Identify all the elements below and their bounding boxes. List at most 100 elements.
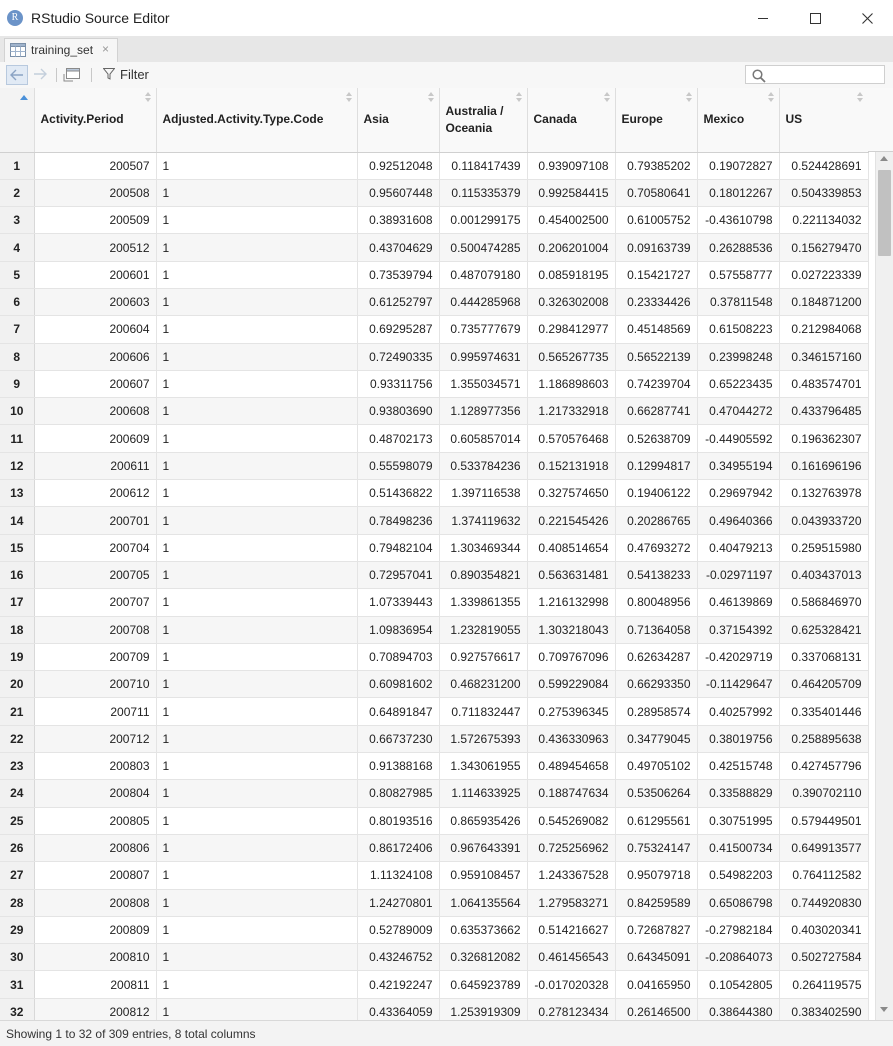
cell-mexico: 0.54982203 (697, 861, 780, 890)
maximize-button[interactable] (792, 0, 838, 36)
cell-asia: 0.38931608 (357, 206, 440, 235)
table-row: 30 200810 1 0.43246752 0.326812082 0.46145654… (0, 943, 869, 972)
cell-mexico: 0.57558777 (697, 261, 780, 289)
column-header[interactable]: Canada (527, 88, 616, 153)
cell-asia: 0.55598079 (357, 452, 440, 481)
cell-australia-oceania: 1.114633925 (439, 779, 528, 808)
cell-europe: 0.52638709 (615, 424, 698, 453)
cell-activity-period: 200604 (34, 315, 157, 344)
cell-canada: 0.085918195 (527, 261, 616, 289)
cell-asia: 0.64891847 (357, 697, 440, 726)
column-header-label: Europe (621, 112, 663, 127)
cell-us: 0.043933720 (779, 506, 869, 535)
close-window-button[interactable] (844, 0, 890, 36)
cell-asia: 0.48702173 (357, 424, 440, 453)
scrollbar-thumb[interactable] (878, 170, 891, 256)
cell-canada: 0.454002500 (527, 206, 616, 235)
row-number: 23 (0, 752, 35, 781)
column-header[interactable]: Australia / Oceania (439, 88, 528, 153)
column-header[interactable]: Activity.Period (34, 88, 157, 153)
cell-canada: 1.216132998 (527, 588, 616, 617)
row-number: 16 (0, 561, 35, 590)
cell-australia-oceania: 0.890354821 (439, 561, 528, 590)
show-in-new-window-icon[interactable] (62, 66, 82, 84)
scroll-up-icon[interactable] (880, 156, 888, 161)
column-header[interactable]: Europe (615, 88, 698, 153)
cell-adjusted-activity-type-code: 1 (156, 916, 358, 945)
cell-activity-period: 200711 (34, 697, 157, 726)
cell-europe: 0.79385202 (615, 152, 698, 180)
row-number: 10 (0, 397, 35, 426)
cell-adjusted-activity-type-code: 1 (156, 725, 358, 754)
row-number: 6 (0, 288, 35, 317)
row-number: 12 (0, 452, 35, 481)
filter-button[interactable]: Filter (120, 67, 149, 82)
cell-us: 0.259515980 (779, 534, 869, 562)
back-button[interactable] (6, 65, 28, 85)
cell-mexico: 0.49640366 (697, 506, 780, 535)
row-number: 15 (0, 534, 35, 562)
filter-icon[interactable] (103, 68, 115, 80)
cell-activity-period: 200709 (34, 643, 157, 672)
sort-icon (767, 92, 774, 102)
row-number: 5 (0, 261, 35, 289)
column-header[interactable]: US (779, 88, 869, 153)
cell-canada: 0.298412977 (527, 315, 616, 344)
cell-canada: 0.327574650 (527, 479, 616, 508)
cell-activity-period: 200705 (34, 561, 157, 590)
cell-us: 0.433796485 (779, 397, 869, 426)
arrow-left-icon (10, 69, 23, 81)
header-row: Activity.Period Adjusted.Activity.Type.C… (0, 88, 869, 153)
sort-icon (144, 92, 151, 102)
minimize-button[interactable] (740, 0, 786, 36)
cell-activity-period: 200509 (34, 206, 157, 235)
forward-button[interactable] (30, 65, 52, 85)
cell-us: 0.744920830 (779, 889, 869, 917)
cell-us: 0.427457796 (779, 752, 869, 781)
cell-australia-oceania: 0.711832447 (439, 697, 528, 726)
cell-activity-period: 200611 (34, 452, 157, 481)
cell-mexico: 0.38644380 (697, 998, 780, 1020)
table-row: 9 200607 1 0.93311756 1.355034571 1.186898603… (0, 370, 869, 399)
cell-europe: 0.04165950 (615, 970, 698, 999)
cell-europe: 0.61295561 (615, 807, 698, 835)
tab-close-icon[interactable]: × (102, 42, 110, 56)
column-header[interactable]: Adjusted.Activity.Type.Code (156, 88, 358, 153)
row-number: 18 (0, 616, 35, 644)
search-input[interactable] (745, 65, 885, 84)
cell-us: 0.502727584 (779, 943, 869, 972)
cell-mexico: -0.02971197 (697, 561, 780, 590)
vertical-scrollbar[interactable] (875, 152, 893, 1020)
cell-canada: 0.278123434 (527, 998, 616, 1020)
window-title-bar: R RStudio Source Editor (0, 0, 893, 36)
cell-activity-period: 200707 (34, 588, 157, 617)
cell-adjusted-activity-type-code: 1 (156, 479, 358, 508)
cell-asia: 0.43246752 (357, 943, 440, 972)
tab-training-set[interactable]: training_set × (4, 38, 118, 62)
table-row: 10 200608 1 0.93803690 1.128977356 1.21733291… (0, 397, 869, 426)
cell-canada: 1.279583271 (527, 889, 616, 917)
row-number: 29 (0, 916, 35, 945)
cell-europe: 0.09163739 (615, 233, 698, 262)
cell-asia: 0.92512048 (357, 152, 440, 180)
cell-asia: 0.80827985 (357, 779, 440, 808)
cell-adjusted-activity-type-code: 1 (156, 998, 358, 1020)
cell-europe: 0.56522139 (615, 343, 698, 371)
cell-australia-oceania: 1.064135564 (439, 889, 528, 917)
toolbar-separator (91, 68, 92, 82)
cell-us: 0.196362307 (779, 424, 869, 453)
cell-canada: 0.408514654 (527, 534, 616, 562)
cell-europe: 0.64345091 (615, 943, 698, 972)
scroll-down-icon[interactable] (880, 1007, 888, 1012)
cell-asia: 0.73539794 (357, 261, 440, 289)
cell-activity-period: 200608 (34, 397, 157, 426)
column-header[interactable]: Mexico (697, 88, 780, 153)
cell-us: 0.337068131 (779, 643, 869, 672)
row-number-header[interactable] (0, 88, 35, 153)
column-header[interactable]: Asia (357, 88, 440, 153)
cell-canada: 0.436330963 (527, 725, 616, 754)
row-number: 4 (0, 233, 35, 262)
table-row: 3 200509 1 0.38931608 0.001299175 0.454002500… (0, 206, 869, 235)
cell-australia-oceania: 1.339861355 (439, 588, 528, 617)
cell-australia-oceania: 0.444285968 (439, 288, 528, 317)
